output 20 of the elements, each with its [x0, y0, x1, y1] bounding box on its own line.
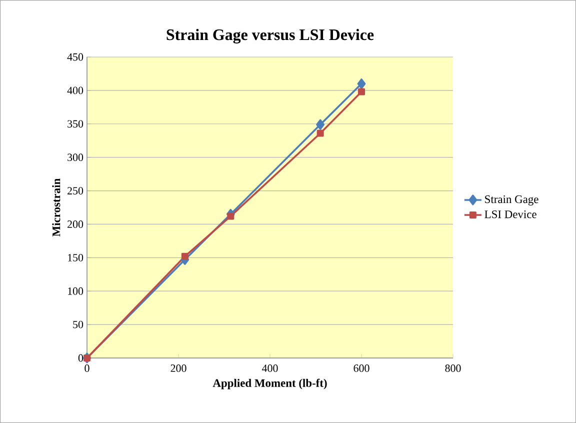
y-tick-label: 100 — [68, 287, 84, 295]
x-tick-label: 200 — [170, 364, 186, 372]
y-axis-title: Microstrain — [52, 178, 60, 236]
x-tick-label: 0 — [84, 364, 90, 372]
x-tick-label: 600 — [354, 364, 370, 372]
y-tick-label: 250 — [68, 187, 84, 194]
y-tick-label: 350 — [68, 120, 84, 128]
y-tick-label: 300 — [68, 154, 84, 162]
x-tick-label: 400 — [262, 364, 278, 372]
x-tick-label: 800 — [445, 364, 461, 372]
y-tick-label: 400 — [67, 86, 84, 94]
y-tick-label: 50 — [73, 320, 84, 328]
y-tick-label: 450 — [67, 53, 84, 61]
chart-title: Strain Gage versus LSI Device — [166, 28, 374, 44]
y-tick-label: 0 — [78, 354, 84, 362]
y-tick-label: 200 — [68, 220, 84, 228]
x-axis-title: Applied Moment (lb-ft) — [212, 378, 327, 390]
legend-label: LSI Device — [484, 210, 536, 218]
legend-label: Strain Gage — [485, 195, 538, 206]
y-tick-label: 150 — [68, 254, 84, 262]
